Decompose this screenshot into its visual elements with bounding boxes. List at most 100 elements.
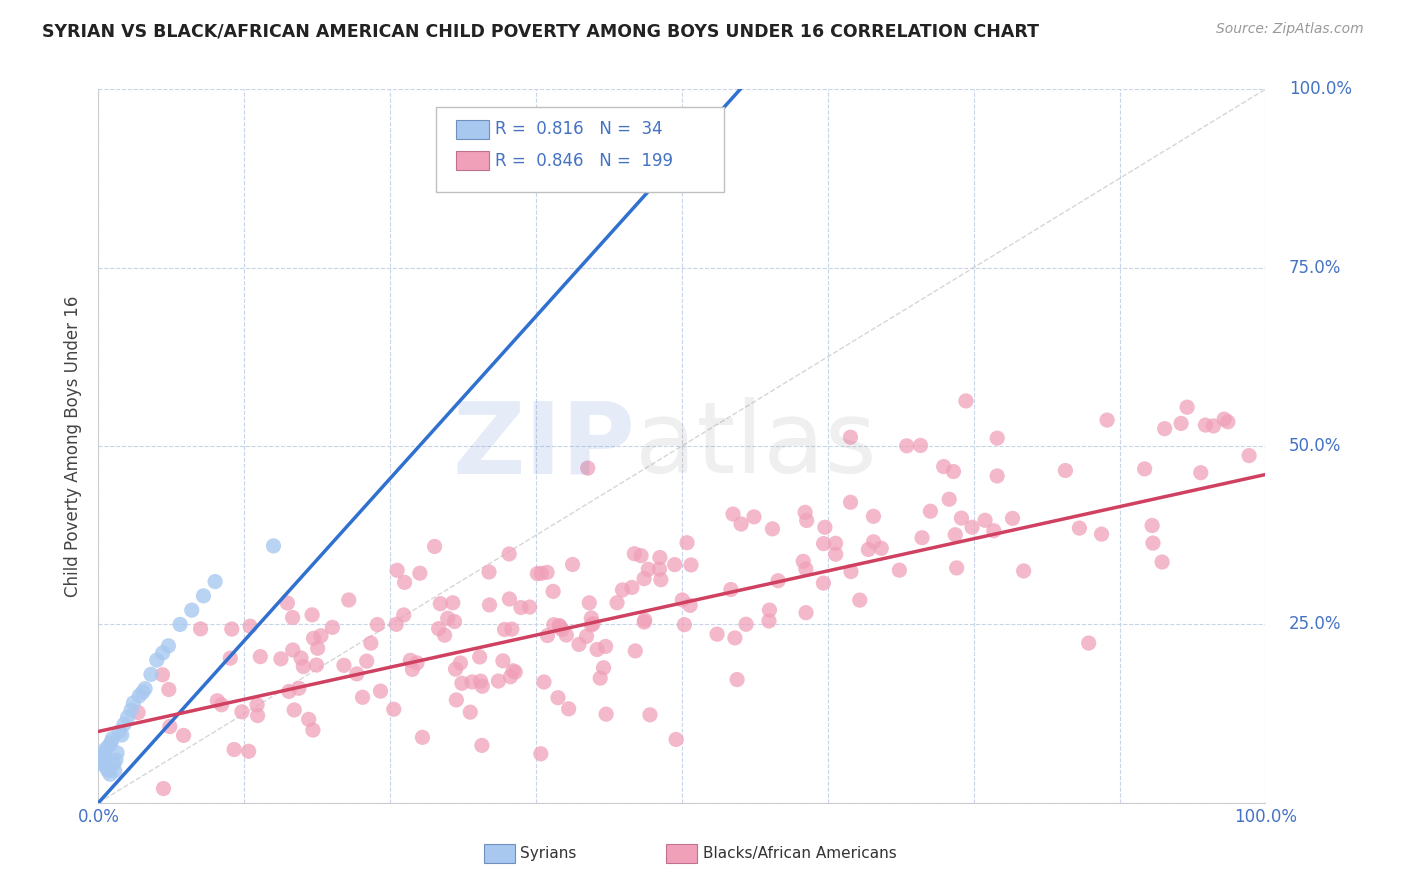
Text: 25.0%: 25.0%: [1289, 615, 1341, 633]
Point: [468, 649, 491, 664]
Point: [423, 540, 446, 554]
Point: [1133, 462, 1156, 476]
Text: ZIP: ZIP: [453, 398, 636, 494]
Point: [93, 746, 115, 760]
Point: [238, 744, 260, 758]
Point: [582, 616, 605, 631]
Point: [735, 617, 758, 632]
Point: [337, 593, 360, 607]
Point: [679, 558, 702, 572]
Point: [960, 520, 983, 534]
Point: [547, 690, 569, 705]
Point: [536, 628, 558, 642]
Point: [766, 574, 789, 588]
Point: [458, 705, 481, 719]
Point: [679, 599, 702, 613]
Point: [541, 584, 564, 599]
Point: [207, 694, 229, 708]
Point: [1175, 400, 1198, 414]
Point: [321, 620, 343, 634]
Point: [794, 562, 817, 576]
Point: [449, 656, 471, 670]
Text: 50.0%: 50.0%: [1289, 437, 1341, 455]
Point: [624, 644, 647, 658]
Point: [139, 667, 162, 681]
Point: [283, 703, 305, 717]
Point: [90, 753, 112, 767]
Point: [725, 673, 748, 687]
Point: [839, 430, 862, 444]
Point: [650, 573, 672, 587]
Point: [122, 696, 145, 710]
Point: [648, 550, 671, 565]
Point: [277, 684, 299, 698]
Point: [127, 706, 149, 720]
Point: [530, 566, 553, 581]
Point: [758, 614, 780, 628]
Point: [665, 732, 688, 747]
Point: [870, 541, 893, 556]
Point: [676, 535, 699, 549]
Point: [950, 511, 973, 525]
Point: [794, 505, 817, 519]
Point: [637, 562, 659, 576]
Point: [211, 698, 233, 712]
Point: [505, 665, 527, 679]
Point: [1012, 564, 1035, 578]
Point: [586, 642, 609, 657]
Point: [758, 603, 780, 617]
Point: [100, 735, 122, 749]
Point: [461, 674, 484, 689]
Point: [548, 618, 571, 632]
Y-axis label: Child Poverty Among Boys Under 16: Child Poverty Among Boys Under 16: [65, 295, 83, 597]
Point: [510, 600, 533, 615]
Point: [302, 632, 325, 646]
Point: [356, 654, 378, 668]
Point: [1153, 422, 1175, 436]
Point: [180, 603, 202, 617]
Point: [633, 572, 655, 586]
Point: [578, 596, 600, 610]
Point: [498, 547, 520, 561]
Point: [385, 563, 408, 577]
Point: [486, 673, 509, 688]
Point: [281, 643, 304, 657]
Point: [382, 702, 405, 716]
Point: [623, 547, 645, 561]
Point: [498, 592, 520, 607]
Point: [152, 646, 174, 660]
Point: [152, 667, 174, 681]
Point: [551, 623, 574, 637]
Point: [896, 439, 918, 453]
Text: SYRIAN VS BLACK/AFRICAN AMERICAN CHILD POVERTY AMONG BOYS UNDER 16 CORRELATION C: SYRIAN VS BLACK/AFRICAN AMERICAN CHILD P…: [42, 22, 1039, 40]
Point: [673, 617, 696, 632]
Point: [1054, 463, 1077, 477]
Point: [221, 622, 243, 636]
Point: [974, 513, 997, 527]
Point: [536, 566, 558, 580]
Point: [942, 465, 965, 479]
Point: [132, 685, 155, 699]
Point: [648, 562, 671, 576]
Point: [444, 662, 467, 676]
Point: [478, 565, 501, 579]
Point: [104, 753, 127, 767]
Point: [262, 539, 284, 553]
Point: [104, 764, 127, 778]
Point: [111, 728, 134, 742]
Point: [634, 613, 657, 627]
Point: [401, 662, 423, 676]
Point: [533, 675, 555, 690]
Point: [1140, 518, 1163, 533]
Point: [638, 707, 661, 722]
Point: [108, 724, 131, 739]
Point: [309, 629, 332, 643]
Point: [219, 651, 242, 665]
Point: [1216, 415, 1239, 429]
Point: [105, 746, 128, 760]
Point: [932, 459, 955, 474]
Text: 100.0%: 100.0%: [1289, 80, 1351, 98]
Point: [824, 536, 846, 550]
Point: [394, 575, 416, 590]
Point: [526, 566, 548, 581]
